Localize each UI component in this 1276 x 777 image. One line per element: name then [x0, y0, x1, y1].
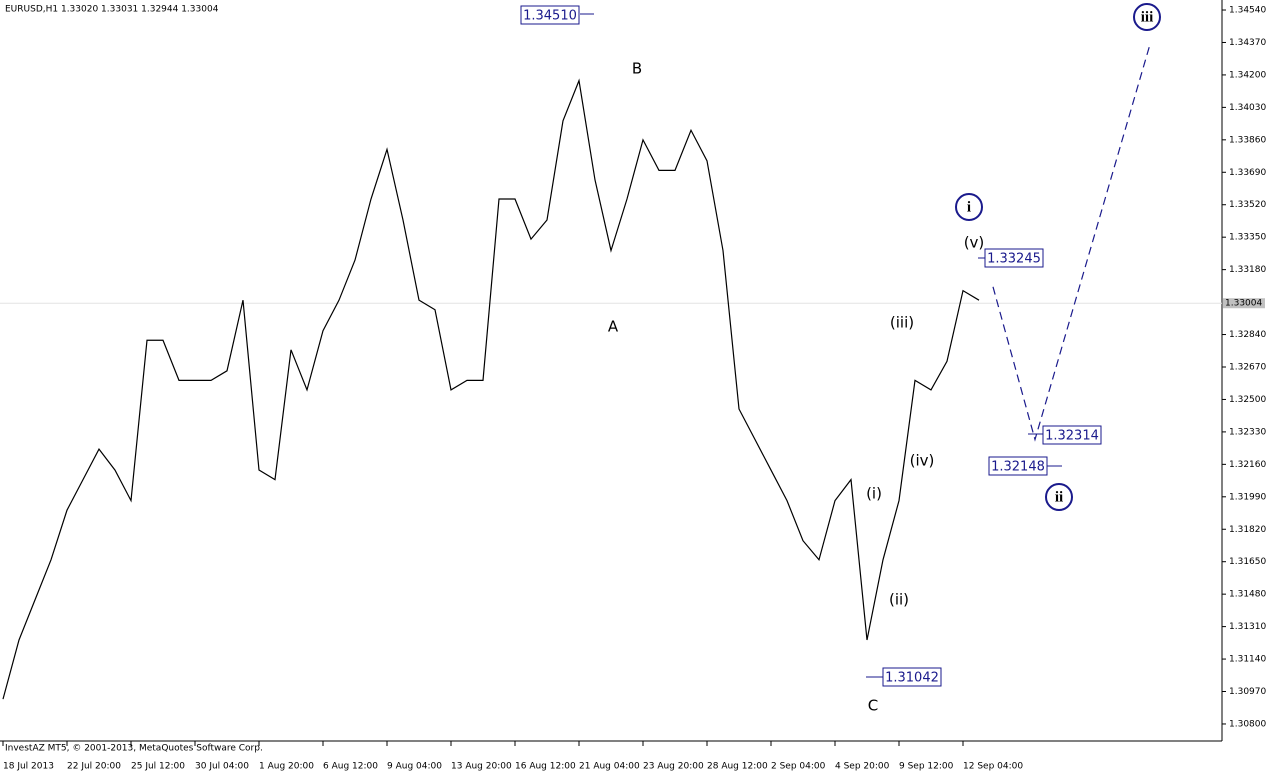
wave-circle	[1045, 483, 1073, 511]
wave-label: (ii)	[889, 591, 909, 609]
x-tick-label: 16 Aug 12:00	[515, 762, 576, 772]
wave-label: i	[967, 199, 971, 215]
price-label: 1.32314	[1028, 425, 1102, 445]
chart-title: EURUSD,H1 1.33020 1.33031 1.32944 1.3300…	[5, 5, 219, 15]
current-price-box	[1223, 298, 1265, 309]
y-tick-label: 1.33690	[1229, 168, 1266, 178]
price-label-text: 1.32148	[991, 460, 1045, 475]
price-label: 1.34510	[520, 5, 594, 25]
y-tick-label: 1.31820	[1229, 525, 1266, 535]
wave-label: (v)	[964, 234, 985, 252]
price-label-box	[520, 5, 580, 25]
projection-line	[992, 44, 1151, 442]
y-tick-label: 1.32160	[1229, 460, 1266, 470]
x-tick-label: 1 Aug 20:00	[259, 762, 314, 772]
y-tick-label: 1.30970	[1229, 687, 1266, 697]
price-label: 1.32148	[988, 456, 1062, 476]
footer: InvestAZ MT5, © 2001-2013, MetaQuotes So…	[5, 744, 263, 754]
y-tick-label: 1.34370	[1229, 38, 1266, 48]
x-tick-label: 2 Sep 04:00	[771, 762, 826, 772]
y-tick-label: 1.31310	[1229, 622, 1266, 632]
y-tick-label: 1.34030	[1229, 103, 1266, 113]
wave-circle	[1133, 3, 1161, 31]
wave-label: (iv)	[910, 452, 935, 470]
x-tick-label: 22 Jul 20:00	[67, 762, 121, 772]
price-label-text: 1.32314	[1045, 429, 1099, 444]
price-label: 1.31042	[866, 667, 942, 687]
wave-label: (i)	[866, 485, 882, 503]
x-tick-label: 9 Aug 04:00	[387, 762, 442, 772]
price-label-box	[1042, 425, 1102, 445]
y-tick-label: 1.32670	[1229, 362, 1266, 372]
wave-label: iii	[1141, 9, 1154, 25]
price-label-box	[988, 456, 1048, 476]
wave-label: C	[868, 697, 878, 715]
y-tick-label: 1.33860	[1229, 135, 1266, 145]
wave-label: B	[632, 60, 642, 78]
x-tick-label: 12 Sep 04:00	[963, 762, 1023, 772]
y-tick-label: 1.32500	[1229, 395, 1266, 405]
y-tick-label: 1.31650	[1229, 557, 1266, 567]
y-tick-label: 1.31480	[1229, 590, 1266, 600]
price-label-text: 1.31042	[885, 671, 939, 686]
x-tick-label: 23 Aug 20:00	[643, 762, 704, 772]
y-tick-label: 1.32330	[1229, 427, 1266, 437]
x-tick-label: 28 Aug 12:00	[707, 762, 768, 772]
price-label-text: 1.33245	[987, 252, 1041, 267]
y-tick-label: 1.31990	[1229, 492, 1266, 502]
wave-circle	[955, 193, 983, 221]
y-tick-label: 1.31140	[1229, 655, 1266, 665]
y-tick-label: 1.34540	[1229, 6, 1266, 16]
wave-label: ii	[1055, 489, 1063, 505]
x-tick-label: 25 Jul 12:00	[131, 762, 185, 772]
y-tick-label: 1.33350	[1229, 233, 1266, 243]
x-tick-label: 18 Jul 2013	[3, 762, 54, 772]
price-label-text: 1.34510	[523, 9, 577, 24]
x-tick-label: 21 Aug 04:00	[579, 762, 640, 772]
x-tick-label: 4 Sep 20:00	[835, 762, 890, 772]
x-tick-label: 30 Jul 04:00	[195, 762, 249, 772]
x-tick-label: 6 Aug 12:00	[323, 762, 378, 772]
price-label-box	[882, 667, 942, 687]
x-tick-label: 9 Sep 12:00	[899, 762, 954, 772]
y-tick-label: 1.33520	[1229, 200, 1266, 210]
wave-label: A	[608, 318, 619, 336]
x-tick-label: 13 Aug 20:00	[451, 762, 512, 772]
price-label-box	[984, 248, 1044, 268]
y-tick-label: 1.34200	[1229, 70, 1266, 80]
wave-label: (iii)	[890, 314, 914, 332]
y-tick-label: 1.33180	[1229, 265, 1266, 275]
y-tick-label: 1.30800	[1229, 719, 1266, 729]
price-line	[2, 78, 980, 700]
y-tick-label: 1.32840	[1229, 330, 1266, 340]
price-label: 1.33245	[978, 248, 1044, 268]
current-price-label: 1.33004	[1225, 299, 1262, 309]
